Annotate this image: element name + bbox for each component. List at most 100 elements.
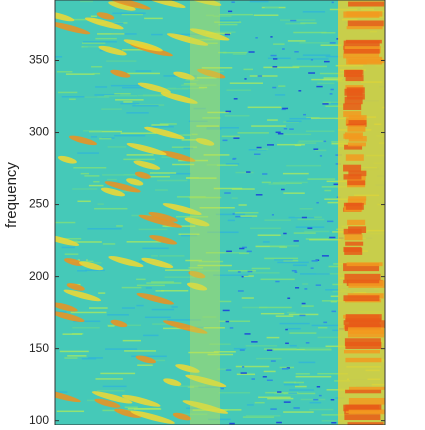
streak [304,230,330,233]
streak [193,107,206,110]
streak [120,102,140,105]
streak [95,378,123,380]
streak [245,345,278,347]
band-streak [348,59,385,64]
streak [177,385,206,388]
streak [222,51,247,54]
streak [72,188,98,190]
speck [285,328,288,331]
streak [218,23,238,26]
harmonic [55,234,80,246]
streak [225,163,240,165]
streak [261,181,272,184]
streak [104,94,138,97]
streak [172,163,195,166]
streak [136,278,146,281]
streak [88,184,104,187]
streak [322,78,342,81]
streak [64,253,79,255]
streak [80,172,89,175]
streak [142,247,169,250]
band-streak [344,338,381,347]
streak [118,190,136,193]
streak [299,347,332,350]
band-streak [347,20,384,27]
streak [321,420,346,422]
band-streak [343,40,380,47]
harmonic [144,0,186,8]
speck [303,113,306,116]
harmonic [137,82,171,94]
streak [286,120,302,123]
band-streak [348,170,367,177]
streak [277,261,309,264]
speck [270,36,273,38]
streak [123,101,133,103]
streak [265,391,299,394]
speck [283,127,288,130]
streak [224,252,246,254]
band-streak [348,196,367,201]
streak [302,11,326,13]
harmonic [126,178,144,186]
streak [285,22,306,25]
speck [323,321,328,324]
streak [123,158,155,161]
streak [55,391,68,393]
streak [106,22,124,25]
speck [251,341,258,343]
streak [256,357,282,360]
harmonic [144,126,185,140]
harmonic [133,160,161,170]
streak [112,12,146,15]
streak [203,154,230,156]
speck [308,72,316,74]
streak [181,234,198,237]
speck [321,255,329,257]
y-tick-label: 350 [29,53,49,67]
streak [215,213,246,216]
speck [226,250,232,253]
streak [267,119,278,121]
streak [288,216,315,219]
streak [327,201,339,204]
band-streak [346,87,365,94]
streak [149,172,177,174]
streak [167,319,201,321]
band-streak [348,280,385,288]
streak [70,311,107,314]
streak [320,44,342,46]
streak [98,292,106,294]
streak [107,314,129,316]
streak [228,269,256,272]
speck [225,110,232,113]
speck [275,131,281,134]
speck [283,401,291,403]
streak [202,117,221,119]
streak [382,87,385,89]
speck [233,137,240,139]
speck [294,51,299,53]
band-streak [343,349,380,354]
streak [273,43,285,45]
streak [233,347,247,350]
speck [262,173,268,175]
streak [126,154,154,156]
streak [203,31,236,33]
streak [249,272,280,274]
streak [161,289,189,292]
streak [206,42,218,45]
streak [221,135,240,138]
streak [321,300,349,302]
speck [222,309,230,312]
streak [321,31,336,34]
harmonic [68,135,98,146]
harmonic [108,1,136,11]
streak [289,389,315,391]
band-streak [344,234,363,241]
band-streak [346,26,383,30]
streak [292,65,327,68]
speck [295,287,300,289]
streak [173,413,208,416]
speck [262,376,267,378]
